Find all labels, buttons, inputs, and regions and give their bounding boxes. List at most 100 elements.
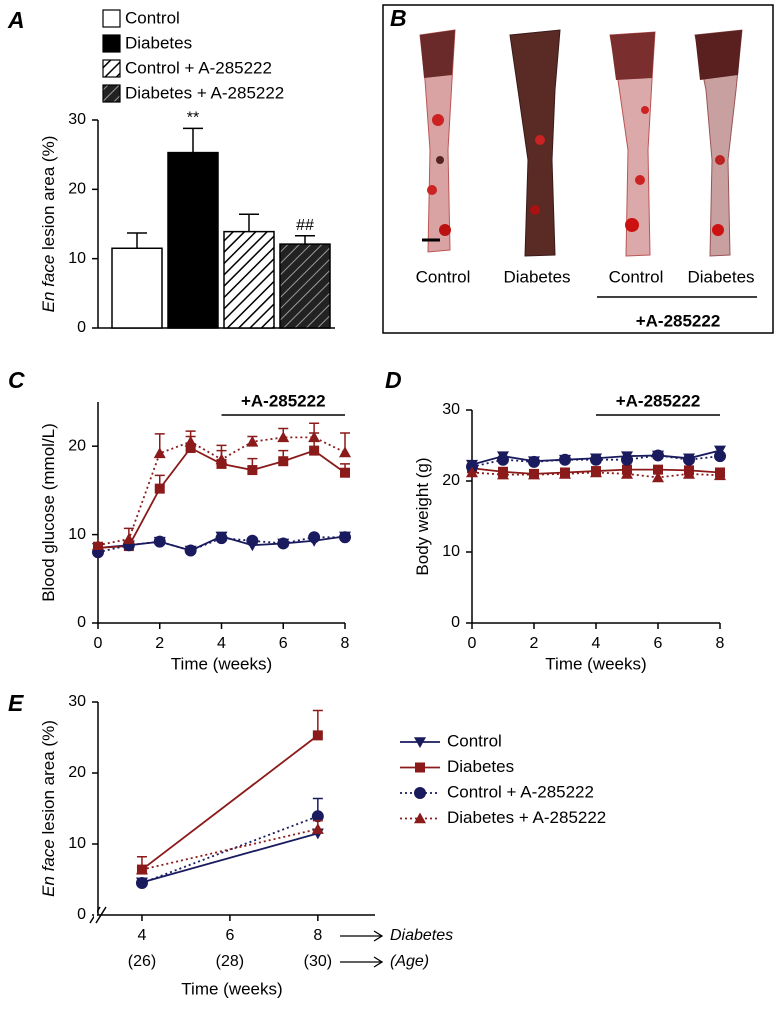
marker [277,537,290,550]
photo-panel: B Control Diabetes Control Diabetes +A-2… [382,4,774,334]
y-tick-label: 0 [451,614,460,631]
error-bar [183,127,203,153]
marker [497,468,509,480]
marker [122,533,135,544]
marker [652,471,664,483]
marker [714,450,726,463]
legend-swatch [102,59,121,78]
marker [497,453,509,466]
marker [153,535,166,548]
image-label: Diabetes [503,267,570,286]
marker [621,467,633,479]
y-tick-label: 10 [68,835,86,852]
marker [184,435,197,447]
marker [590,466,602,478]
x-tick-label: 8 [313,927,322,944]
x-tick-label: 4 [217,635,226,652]
panel-label: C [8,367,25,393]
marker [246,435,259,447]
x-tick-label: 8 [341,635,350,652]
marker [466,466,478,478]
x-tick-label: 2 [530,635,539,652]
x-tick-secondary-label: (30) [304,953,332,970]
y-tick-label: 0 [77,614,86,631]
x-tick-secondary-label: (26) [128,953,156,970]
marker [135,863,148,875]
bar [111,247,163,329]
y-axis-label-text: lesion area (%) [39,136,58,250]
legend-label: Diabetes + A-285222 [125,83,284,102]
marker [92,539,104,551]
x-tick-secondary-label: (28) [216,953,244,970]
legend-marker [414,787,426,799]
legend-label: Control + A-285222 [125,58,272,77]
x-tick-label: 4 [138,927,147,944]
y-tick-label: 30 [68,111,86,128]
significance-label: ## [296,217,314,234]
marker [339,531,351,544]
marker [246,534,259,547]
legend-label: Control [447,731,502,750]
marker [308,531,321,544]
y-tick-label: 30 [68,693,86,710]
legend-label: Diabetes [125,33,192,52]
marker [153,447,166,459]
y-axis-label: Body weight (g) [413,457,432,575]
series-line [141,734,319,871]
series-line [97,536,345,554]
marker [311,823,324,834]
error-bar [127,232,147,249]
x-tick-label: 6 [654,635,663,652]
marker [340,467,350,478]
legend-swatch [102,9,121,28]
treatment-label: +A-285222 [241,391,326,410]
marker [185,442,196,453]
legend-marker [414,812,426,824]
legend-swatch [102,84,121,103]
marker [339,446,351,458]
legend-label: Control [125,8,180,27]
marker [528,468,540,480]
y-tick-label: 0 [77,906,86,923]
y-tick-label: 0 [77,319,86,336]
marker [135,877,148,890]
x-tick-label: 4 [592,635,601,652]
y-axis-label: En face lesion area (%) [39,136,58,313]
axis-break-gap [94,909,97,919]
marker [278,456,289,467]
y-axis-label-italic: En face [39,255,58,313]
series-line [141,828,319,871]
bar [279,243,331,329]
marker [621,453,633,466]
legend-swatch [102,34,121,53]
image-label: Control [609,267,664,286]
marker [653,464,663,475]
treatment-label: +A-285222 [616,391,701,410]
image-label: Control [416,267,471,286]
y-tick-label: 20 [68,437,86,454]
series-line [141,815,319,884]
x-tick-label: 2 [155,635,164,652]
marker [215,532,228,545]
x-tick-label: 6 [279,635,288,652]
y-axis-label: Blood glucose (mmol/L) [39,423,58,602]
marker [309,445,320,456]
group-label: +A-285222 [636,311,721,330]
y-axis-label-text: Blood glucose (mmol/L) [39,423,58,602]
y-axis-label: En face lesion area (%) [39,720,58,897]
marker [714,469,726,481]
image-label: Diabetes [687,267,754,286]
marker [559,453,571,466]
panel-label: D [385,367,402,393]
row-label: Diabetes [390,927,453,944]
error-bar [295,235,315,245]
y-tick-label: 20 [68,181,86,198]
bar [167,151,219,329]
x-tick-label: 6 [225,927,234,944]
x-axis-label: Time (weeks) [181,979,282,998]
panel-label: A [7,7,25,33]
y-tick-label: 20 [68,764,86,781]
y-axis-label-text: lesion area (%) [39,720,58,834]
x-axis-label: Time (weeks) [545,654,646,673]
